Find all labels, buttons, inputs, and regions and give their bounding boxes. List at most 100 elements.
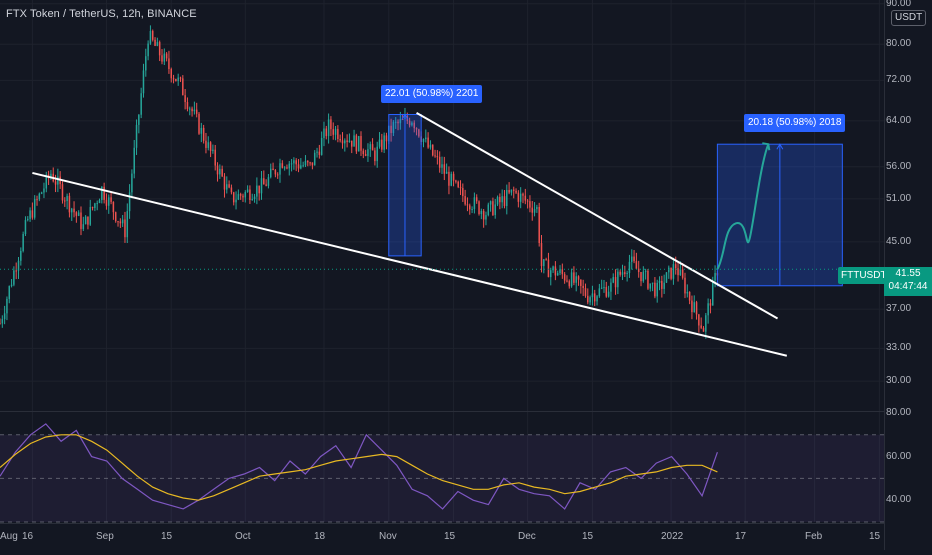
candle-body bbox=[462, 188, 464, 197]
candle-body bbox=[244, 192, 247, 198]
candle-body bbox=[693, 302, 695, 313]
candle-body bbox=[556, 273, 559, 276]
candle-body bbox=[473, 197, 476, 209]
last-price-value: 41.55 bbox=[895, 268, 921, 279]
candles bbox=[0, 25, 719, 339]
candle-body bbox=[362, 150, 365, 155]
candle-body bbox=[429, 144, 432, 148]
candle-body bbox=[644, 270, 647, 272]
candle-body bbox=[392, 121, 395, 134]
candle-body bbox=[674, 264, 677, 269]
candle-body bbox=[175, 78, 177, 82]
candle-body bbox=[36, 199, 38, 201]
candle-body bbox=[478, 201, 480, 215]
candle-body bbox=[84, 216, 87, 225]
candle-body bbox=[515, 190, 517, 193]
candle-body bbox=[105, 199, 108, 206]
candle-body bbox=[413, 122, 415, 129]
candle-body bbox=[681, 269, 684, 278]
rsi-tick-label: 40.00 bbox=[886, 494, 912, 505]
candle-body bbox=[482, 210, 485, 220]
candle-body bbox=[543, 259, 545, 267]
candle-body bbox=[27, 218, 29, 221]
candle-body bbox=[418, 129, 420, 137]
rsi-tick-label: 80.00 bbox=[886, 407, 912, 418]
candle-body bbox=[475, 197, 478, 202]
candle-body bbox=[223, 176, 226, 190]
candle-body bbox=[580, 279, 582, 286]
candle-body bbox=[489, 201, 492, 205]
candle-body bbox=[147, 43, 149, 57]
candle-body bbox=[605, 287, 608, 297]
candle-body bbox=[320, 138, 323, 155]
candle-body bbox=[151, 30, 154, 40]
candle-body bbox=[642, 271, 645, 282]
candle-body bbox=[114, 212, 117, 222]
rsi-tick-label: 60.00 bbox=[886, 451, 912, 462]
candle-body bbox=[145, 56, 147, 71]
candle-body bbox=[195, 109, 198, 114]
chart-title: FTX Token / TetherUS, 12h, BINANCE bbox=[6, 8, 197, 20]
candle-body bbox=[156, 42, 159, 46]
candle-body bbox=[75, 212, 78, 216]
price-tick-label: 37.00 bbox=[886, 303, 912, 314]
candle-body bbox=[216, 165, 219, 175]
candle-body bbox=[383, 135, 385, 150]
time-tick-label: 18 bbox=[314, 531, 326, 542]
candle-body bbox=[286, 167, 288, 169]
candle-body bbox=[640, 272, 642, 282]
measure-label-1[interactable]: 22.01 (50.98%) 2201 bbox=[381, 85, 483, 103]
candle-body bbox=[688, 291, 691, 301]
candle-body bbox=[177, 77, 179, 82]
candle-body bbox=[209, 142, 212, 151]
candle-body bbox=[230, 187, 233, 193]
candle-body bbox=[126, 211, 129, 238]
candle-body bbox=[138, 114, 140, 125]
candle-body bbox=[20, 250, 22, 261]
candle-body bbox=[526, 200, 529, 202]
candle-body bbox=[531, 207, 534, 213]
last-price-countdown: 04:47:44 bbox=[888, 281, 928, 292]
candle-body bbox=[50, 173, 52, 178]
candle-body bbox=[501, 196, 503, 203]
candle-body bbox=[415, 128, 418, 130]
candle-body bbox=[624, 272, 626, 275]
measure-arrowhead bbox=[776, 143, 784, 150]
candle-body bbox=[179, 77, 182, 79]
rsi-lines bbox=[0, 423, 718, 510]
candle-body bbox=[186, 102, 189, 109]
candle-body bbox=[506, 189, 508, 206]
candle-body bbox=[82, 224, 85, 230]
candle-body bbox=[485, 215, 487, 220]
candle-body bbox=[552, 266, 554, 271]
symbol-tag: FTTUSDT bbox=[838, 267, 890, 284]
price-tick-label: 56.00 bbox=[886, 161, 912, 172]
candle-body bbox=[529, 201, 531, 208]
candle-body bbox=[711, 280, 714, 306]
candle-body bbox=[519, 193, 522, 202]
currency-label[interactable]: USDT bbox=[891, 10, 927, 26]
candle-body bbox=[441, 164, 443, 168]
candle-body bbox=[450, 173, 453, 186]
candle-body bbox=[311, 162, 314, 166]
candle-body bbox=[480, 210, 483, 215]
candle-body bbox=[554, 266, 557, 276]
candle-body bbox=[394, 121, 397, 123]
projection-arrowhead bbox=[762, 142, 771, 151]
measure-label-2[interactable]: 20.18 (50.98%) 2018 bbox=[744, 114, 846, 132]
candle-body bbox=[702, 327, 705, 332]
candle-body bbox=[679, 269, 682, 276]
candle-body bbox=[390, 125, 392, 134]
candle-body bbox=[709, 303, 712, 306]
time-tick-label: 15 bbox=[444, 531, 456, 542]
candle-body bbox=[66, 195, 68, 202]
candle-body bbox=[698, 314, 700, 326]
candle-body bbox=[302, 165, 304, 167]
candle-body bbox=[582, 285, 584, 289]
candle-body bbox=[98, 199, 101, 204]
candle-body bbox=[170, 68, 173, 79]
candle-body bbox=[684, 277, 686, 294]
candle-body bbox=[633, 256, 635, 262]
